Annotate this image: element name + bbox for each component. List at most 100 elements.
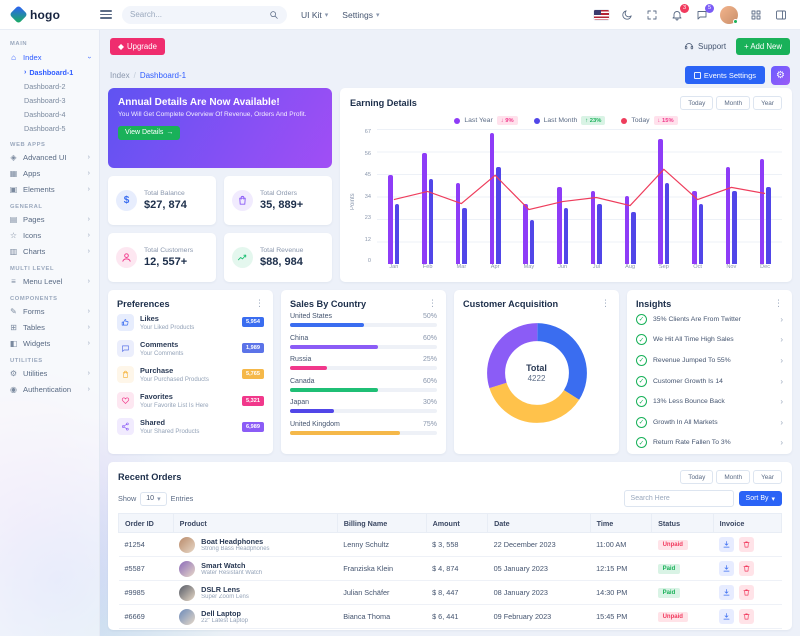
delete-invoice-button[interactable]	[739, 561, 755, 576]
headset-icon	[684, 43, 694, 50]
insight-item[interactable]: ✓ Revenue Jumped To 55% ›	[636, 350, 783, 371]
sidebar-item-forms[interactable]: ✎ Forms ›	[10, 307, 90, 317]
fullscreen-icon[interactable]	[645, 8, 659, 22]
donut-chart	[486, 323, 587, 423]
chevron-right-icon: ›	[780, 335, 783, 345]
layout-sidebar-icon[interactable]	[774, 8, 788, 22]
kebab-menu-icon[interactable]: ⋮	[601, 298, 610, 308]
sidebar-item-authentication[interactable]: ◉ Authentication ›	[10, 385, 90, 395]
sidebar-item-charts[interactable]: ▥ Charts ›	[9, 247, 90, 257]
sidebar-item-index[interactable]: ⌂ Index ›	[0, 49, 99, 65]
bar	[428, 179, 434, 264]
user-avatar[interactable]	[720, 5, 738, 24]
bar	[664, 183, 670, 264]
search-input[interactable]	[130, 10, 269, 19]
bar-group	[613, 129, 647, 264]
download-invoice-button[interactable]	[719, 609, 735, 624]
menu-settings[interactable]: Settings ▾	[342, 9, 380, 20]
preference-row[interactable]: Favorites Your Favorite List Is Here 5,32…	[117, 388, 264, 414]
events-settings-button[interactable]: Events Settings	[684, 66, 765, 84]
support-button[interactable]: Support	[684, 41, 726, 51]
brand-logo[interactable]: hogo	[0, 5, 100, 24]
insight-item[interactable]: ✓ We Hit All Time High Sales ›	[636, 330, 783, 351]
theme-settings-button[interactable]: ⚙	[771, 65, 790, 85]
earning-plot	[377, 129, 782, 264]
comment-icon	[117, 339, 134, 357]
us-flag-icon[interactable]	[594, 9, 609, 20]
range-today-button[interactable]: Today	[680, 96, 714, 110]
messages-icon[interactable]: 5	[695, 3, 714, 22]
bar-group	[748, 129, 782, 264]
apps-grid-icon[interactable]	[749, 8, 763, 22]
bar	[590, 191, 596, 264]
upgrade-button[interactable]: ◆ Upgrade	[110, 37, 165, 55]
insight-item[interactable]: ✓ Growth In All Markets ›	[636, 412, 783, 433]
preference-row[interactable]: Comments Your Comments 1,989	[117, 335, 264, 361]
range-month-button[interactable]: Month	[716, 470, 751, 484]
sidebar-item-pages[interactable]: ▤ Pages ›	[9, 215, 90, 225]
sidebar-item-dashboard-5[interactable]: Dashboard-5	[24, 124, 66, 134]
sidebar-item-apps[interactable]: ▦ Apps ›	[9, 169, 90, 179]
trash-icon	[743, 565, 750, 572]
chevron-right-icon: ›	[780, 376, 783, 386]
delete-invoice-button[interactable]	[739, 585, 755, 600]
orders-search-input[interactable]	[623, 490, 734, 507]
view-details-button[interactable]: View Details →	[118, 125, 181, 140]
chevron-icon: ›	[87, 248, 90, 256]
chevron-icon: ›	[87, 324, 90, 332]
sidebar-item-utilities[interactable]: ⚙ Utilities ›	[9, 369, 90, 379]
download-invoice-button[interactable]	[719, 585, 735, 600]
sidebar-item-menu-level[interactable]: ≡ Menu Level ›	[0, 274, 99, 290]
sidebar-item-elements[interactable]: ▣ Elements ›	[9, 185, 90, 195]
dark-mode-icon[interactable]	[620, 8, 634, 22]
sidebar-item-dashboard-4[interactable]: Dashboard-4	[24, 110, 66, 120]
menu-toggle-icon[interactable]	[100, 10, 112, 19]
search-icon[interactable]	[269, 10, 279, 20]
insights-card: Insights ⋮ ✓ 35% Clients Are From Twitter ›…	[627, 290, 792, 454]
sidebar-item-widgets[interactable]: ◧ Widgets ›	[9, 339, 90, 349]
range-month-button[interactable]: Month	[716, 96, 751, 110]
download-invoice-button[interactable]	[719, 537, 735, 552]
menu-ui-kit[interactable]: UI Kit ▾	[301, 9, 329, 20]
download-invoice-button[interactable]	[719, 561, 735, 576]
global-search[interactable]	[122, 5, 287, 24]
insight-item[interactable]: ✓ Customer Growth Is 14 ›	[636, 371, 783, 392]
bar	[759, 159, 765, 264]
add-new-button[interactable]: + Add New	[736, 37, 790, 55]
insight-item[interactable]: ✓ 13% Less Bounce Back ›	[636, 391, 783, 412]
breadcrumb-parent[interactable]: Index	[110, 70, 130, 80]
preference-row[interactable]: Shared Your Shared Products 6,989	[117, 414, 264, 440]
sidebar-item-advanced-ui[interactable]: ◈ Advanced UI ›	[10, 153, 90, 163]
sort-by-button[interactable]: Sort By ▾	[738, 491, 782, 506]
x-tick-label: Apr	[490, 264, 500, 270]
delete-invoice-button[interactable]	[739, 537, 755, 552]
range-year-button[interactable]: Year	[753, 96, 782, 110]
count-badge: 5,765	[242, 369, 264, 380]
range-today-button[interactable]: Today	[680, 470, 714, 484]
kebab-menu-icon[interactable]: ⋮	[255, 298, 264, 308]
sidebar-item-dashboard-1[interactable]: › Dashboard-1	[24, 67, 74, 77]
page-size-select[interactable]: 10 ▾	[140, 491, 167, 506]
bar-group	[377, 129, 411, 264]
y-tick-label: 45	[364, 172, 371, 178]
range-year-button[interactable]: Year	[753, 470, 782, 484]
chevron-right-icon: ›	[780, 314, 783, 324]
insight-item[interactable]: ✓ 35% Clients Are From Twitter ›	[636, 309, 783, 330]
message-count-badge: 5	[705, 3, 714, 13]
kebab-menu-icon[interactable]: ⋮	[428, 298, 437, 308]
sidebar-item-dashboard-3[interactable]: Dashboard-3	[24, 95, 66, 105]
sidebar-item-tables[interactable]: ⊞ Tables ›	[10, 323, 90, 333]
preference-row[interactable]: Likes Your Liked Products 5,954	[117, 309, 264, 335]
country-row: Japan 30%	[290, 399, 437, 413]
chevron-icon: ›	[87, 216, 90, 224]
sidebar-item-dashboard-2[interactable]: Dashboard-2	[24, 81, 66, 91]
kebab-menu-icon[interactable]: ⋮	[774, 298, 783, 308]
orders-range-buttons: Today Month Year	[680, 470, 782, 484]
stat-total-revenue: Total Revenue $88, 984	[224, 233, 332, 282]
sidebar-item-icons[interactable]: ☆ Icons ›	[9, 231, 90, 241]
preference-row[interactable]: Purchase Your Purchased Products 5,765	[117, 361, 264, 387]
x-tick-label: Mar	[456, 264, 467, 270]
notifications-bell-icon[interactable]: 3	[670, 3, 689, 22]
insight-item[interactable]: ✓ Return Rate Fallen To 3% ›	[636, 433, 783, 454]
delete-invoice-button[interactable]	[739, 609, 755, 624]
